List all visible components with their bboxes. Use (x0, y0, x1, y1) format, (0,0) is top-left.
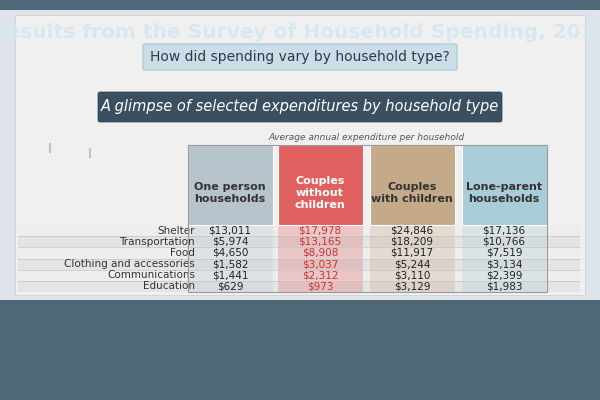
Text: How did spending vary by household type?: How did spending vary by household type? (150, 50, 450, 64)
Bar (20, 190, 110, 270)
Bar (461, 236, 547, 247)
Text: Education: Education (143, 282, 195, 292)
Bar (461, 247, 547, 258)
FancyBboxPatch shape (143, 44, 457, 70)
Text: Clothing and accessories: Clothing and accessories (64, 259, 195, 269)
Bar (370, 236, 455, 247)
FancyBboxPatch shape (98, 92, 502, 122)
Text: Lone-parent
households: Lone-parent households (466, 182, 542, 204)
Text: $17,978: $17,978 (298, 226, 341, 236)
Bar (461, 145, 547, 225)
Bar (461, 258, 547, 270)
Ellipse shape (41, 116, 59, 144)
Bar (18, 258, 580, 270)
Text: Couples
with children: Couples with children (371, 182, 453, 204)
Bar (0, 10, 600, 300)
Text: $24,846: $24,846 (391, 226, 434, 236)
Bar (187, 225, 272, 236)
Text: Communications: Communications (107, 270, 195, 280)
Text: $3,129: $3,129 (394, 282, 430, 292)
Bar (370, 258, 455, 270)
Text: Food: Food (170, 248, 195, 258)
Bar (187, 270, 272, 281)
Text: $3,110: $3,110 (394, 270, 430, 280)
Bar (370, 247, 455, 258)
Text: $18,209: $18,209 (391, 237, 433, 247)
Text: $1,441: $1,441 (212, 270, 248, 280)
Text: Couples
without
children: Couples without children (295, 176, 346, 210)
Bar (187, 145, 272, 225)
Bar (370, 281, 455, 292)
Polygon shape (100, 170, 170, 200)
Text: Results from the Survey of Household Spending, 2017: Results from the Survey of Household Spe… (0, 22, 600, 42)
Text: $973: $973 (307, 282, 333, 292)
Text: One person
households: One person households (194, 182, 266, 204)
Bar (461, 270, 547, 281)
Bar (187, 281, 272, 292)
Bar (277, 225, 362, 236)
Bar (18, 247, 580, 258)
Text: Average annual expenditure per household: Average annual expenditure per household (269, 134, 465, 142)
Text: $5,974: $5,974 (212, 237, 248, 247)
Text: $3,037: $3,037 (302, 259, 338, 269)
Text: $8,908: $8,908 (302, 248, 338, 258)
Text: $4,650: $4,650 (212, 248, 248, 258)
Bar (187, 258, 272, 270)
Text: Shelter: Shelter (157, 226, 195, 236)
Text: $5,244: $5,244 (394, 259, 430, 269)
Bar (277, 247, 362, 258)
Bar (277, 145, 362, 225)
Bar (187, 145, 547, 292)
Ellipse shape (81, 121, 99, 149)
Text: $1,983: $1,983 (486, 282, 522, 292)
Bar (370, 270, 455, 281)
Text: Transportation: Transportation (119, 237, 195, 247)
Text: $629: $629 (217, 282, 243, 292)
Bar (100, 200, 170, 265)
Bar (277, 236, 362, 247)
Bar (370, 145, 455, 225)
Text: $17,136: $17,136 (482, 226, 526, 236)
Bar (461, 281, 547, 292)
Bar (18, 270, 580, 281)
Bar (18, 281, 580, 292)
Bar (18, 236, 580, 247)
Text: A glimpse of selected expenditures by household type: A glimpse of selected expenditures by ho… (101, 100, 499, 114)
Bar (370, 225, 455, 236)
Text: $3,134: $3,134 (486, 259, 522, 269)
Bar (18, 225, 580, 236)
Text: $10,766: $10,766 (482, 237, 526, 247)
Bar (461, 225, 547, 236)
Text: $11,917: $11,917 (391, 248, 434, 258)
Bar (277, 281, 362, 292)
Text: $1,582: $1,582 (212, 259, 248, 269)
Bar (277, 270, 362, 281)
Text: $13,011: $13,011 (209, 226, 251, 236)
Bar (0, 0, 600, 110)
Bar (187, 247, 272, 258)
Text: $2,399: $2,399 (486, 270, 522, 280)
Text: $2,312: $2,312 (302, 270, 338, 280)
Text: $13,165: $13,165 (298, 237, 341, 247)
Bar (277, 258, 362, 270)
Polygon shape (20, 150, 110, 190)
Text: $7,519: $7,519 (486, 248, 522, 258)
Bar (187, 236, 272, 247)
Bar (15, 15, 585, 295)
